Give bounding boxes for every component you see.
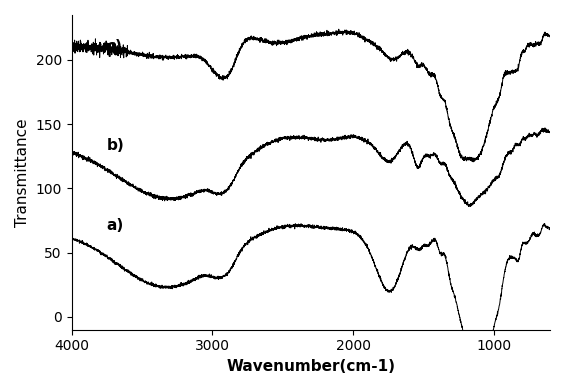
X-axis label: Wavenumber(cm-1): Wavenumber(cm-1) [227,359,396,374]
Y-axis label: Transmittance: Transmittance [15,118,30,227]
Text: c): c) [107,39,123,54]
Text: a): a) [107,217,124,233]
Text: b): b) [107,138,124,153]
